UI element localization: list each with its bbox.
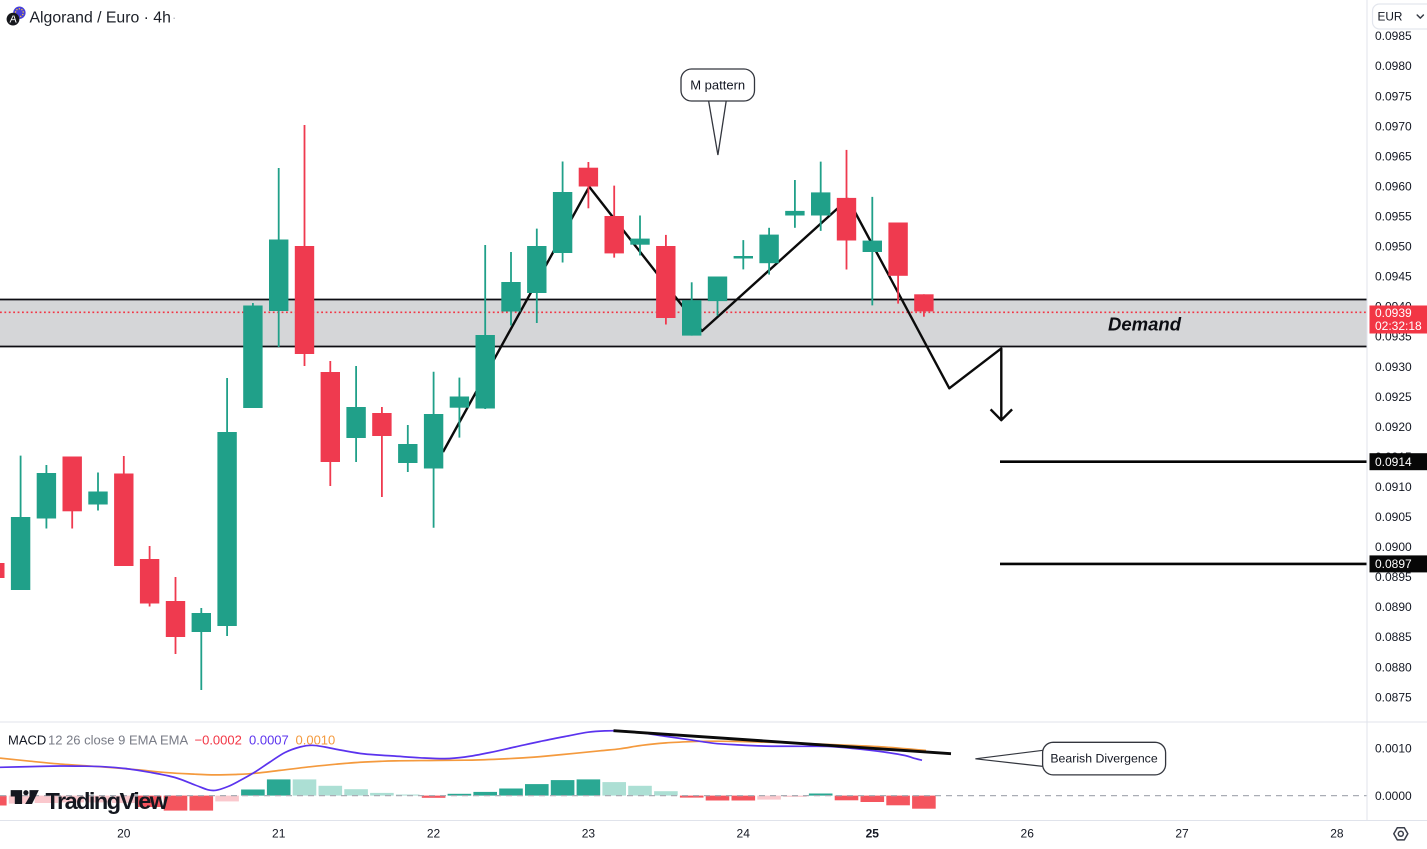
- svg-text:0.0975: 0.0975: [1375, 89, 1412, 103]
- svg-text:21: 21: [272, 827, 286, 841]
- svg-text:M pattern: M pattern: [690, 78, 745, 93]
- svg-text:0.0000: 0.0000: [1375, 789, 1412, 803]
- svg-text:22: 22: [427, 827, 441, 841]
- svg-text:0.0965: 0.0965: [1375, 149, 1412, 163]
- svg-text:Algorand / Euro · 4h: Algorand / Euro · 4h: [30, 9, 171, 26]
- svg-text:0.0980: 0.0980: [1375, 59, 1412, 73]
- svg-text:0.0925: 0.0925: [1375, 390, 1412, 404]
- svg-text:0.0875: 0.0875: [1375, 690, 1412, 704]
- svg-text:0.0007: 0.0007: [249, 733, 289, 748]
- svg-text:0.0010: 0.0010: [1375, 742, 1412, 756]
- svg-text:MACD: MACD: [8, 733, 46, 748]
- svg-text:26: 26: [1021, 827, 1035, 841]
- svg-text:0.0960: 0.0960: [1375, 179, 1412, 193]
- svg-text:25: 25: [866, 827, 880, 841]
- svg-text:TradingView: TradingView: [46, 788, 169, 814]
- svg-text:0.0885: 0.0885: [1375, 630, 1412, 644]
- svg-text:24: 24: [737, 827, 751, 841]
- svg-text:20: 20: [117, 827, 131, 841]
- svg-text:0.0890: 0.0890: [1375, 600, 1412, 614]
- svg-text:0.0930: 0.0930: [1375, 360, 1412, 374]
- svg-text:0.0910: 0.0910: [1375, 480, 1412, 494]
- svg-text:0.0900: 0.0900: [1375, 540, 1412, 554]
- svg-text:0.0985: 0.0985: [1375, 29, 1412, 43]
- svg-text:27: 27: [1175, 827, 1189, 841]
- svg-text:Demand: Demand: [1108, 314, 1182, 335]
- svg-text:23: 23: [582, 827, 596, 841]
- svg-text:0.0010: 0.0010: [296, 733, 336, 748]
- svg-text:0.0945: 0.0945: [1375, 270, 1412, 284]
- svg-text:02:32:18: 02:32:18: [1375, 319, 1422, 333]
- svg-text:Bearish Divergence: Bearish Divergence: [1050, 752, 1157, 766]
- svg-text:−0.0002: −0.0002: [195, 733, 242, 748]
- svg-text:·: ·: [172, 10, 176, 25]
- svg-text:0.0914: 0.0914: [1375, 455, 1412, 469]
- svg-text:0.0880: 0.0880: [1375, 660, 1412, 674]
- svg-text:0.0939: 0.0939: [1375, 306, 1412, 320]
- svg-text:0.0920: 0.0920: [1375, 420, 1412, 434]
- svg-text:12 26 close 9 EMA EMA: 12 26 close 9 EMA EMA: [48, 733, 189, 748]
- svg-text:0.0905: 0.0905: [1375, 510, 1412, 524]
- svg-text:0.0970: 0.0970: [1375, 119, 1412, 133]
- svg-text:EUR: EUR: [1378, 10, 1403, 24]
- svg-text:28: 28: [1330, 827, 1344, 841]
- svg-text:0.0897: 0.0897: [1375, 557, 1412, 571]
- svg-text:0.0955: 0.0955: [1375, 210, 1412, 224]
- svg-text:0.0950: 0.0950: [1375, 240, 1412, 254]
